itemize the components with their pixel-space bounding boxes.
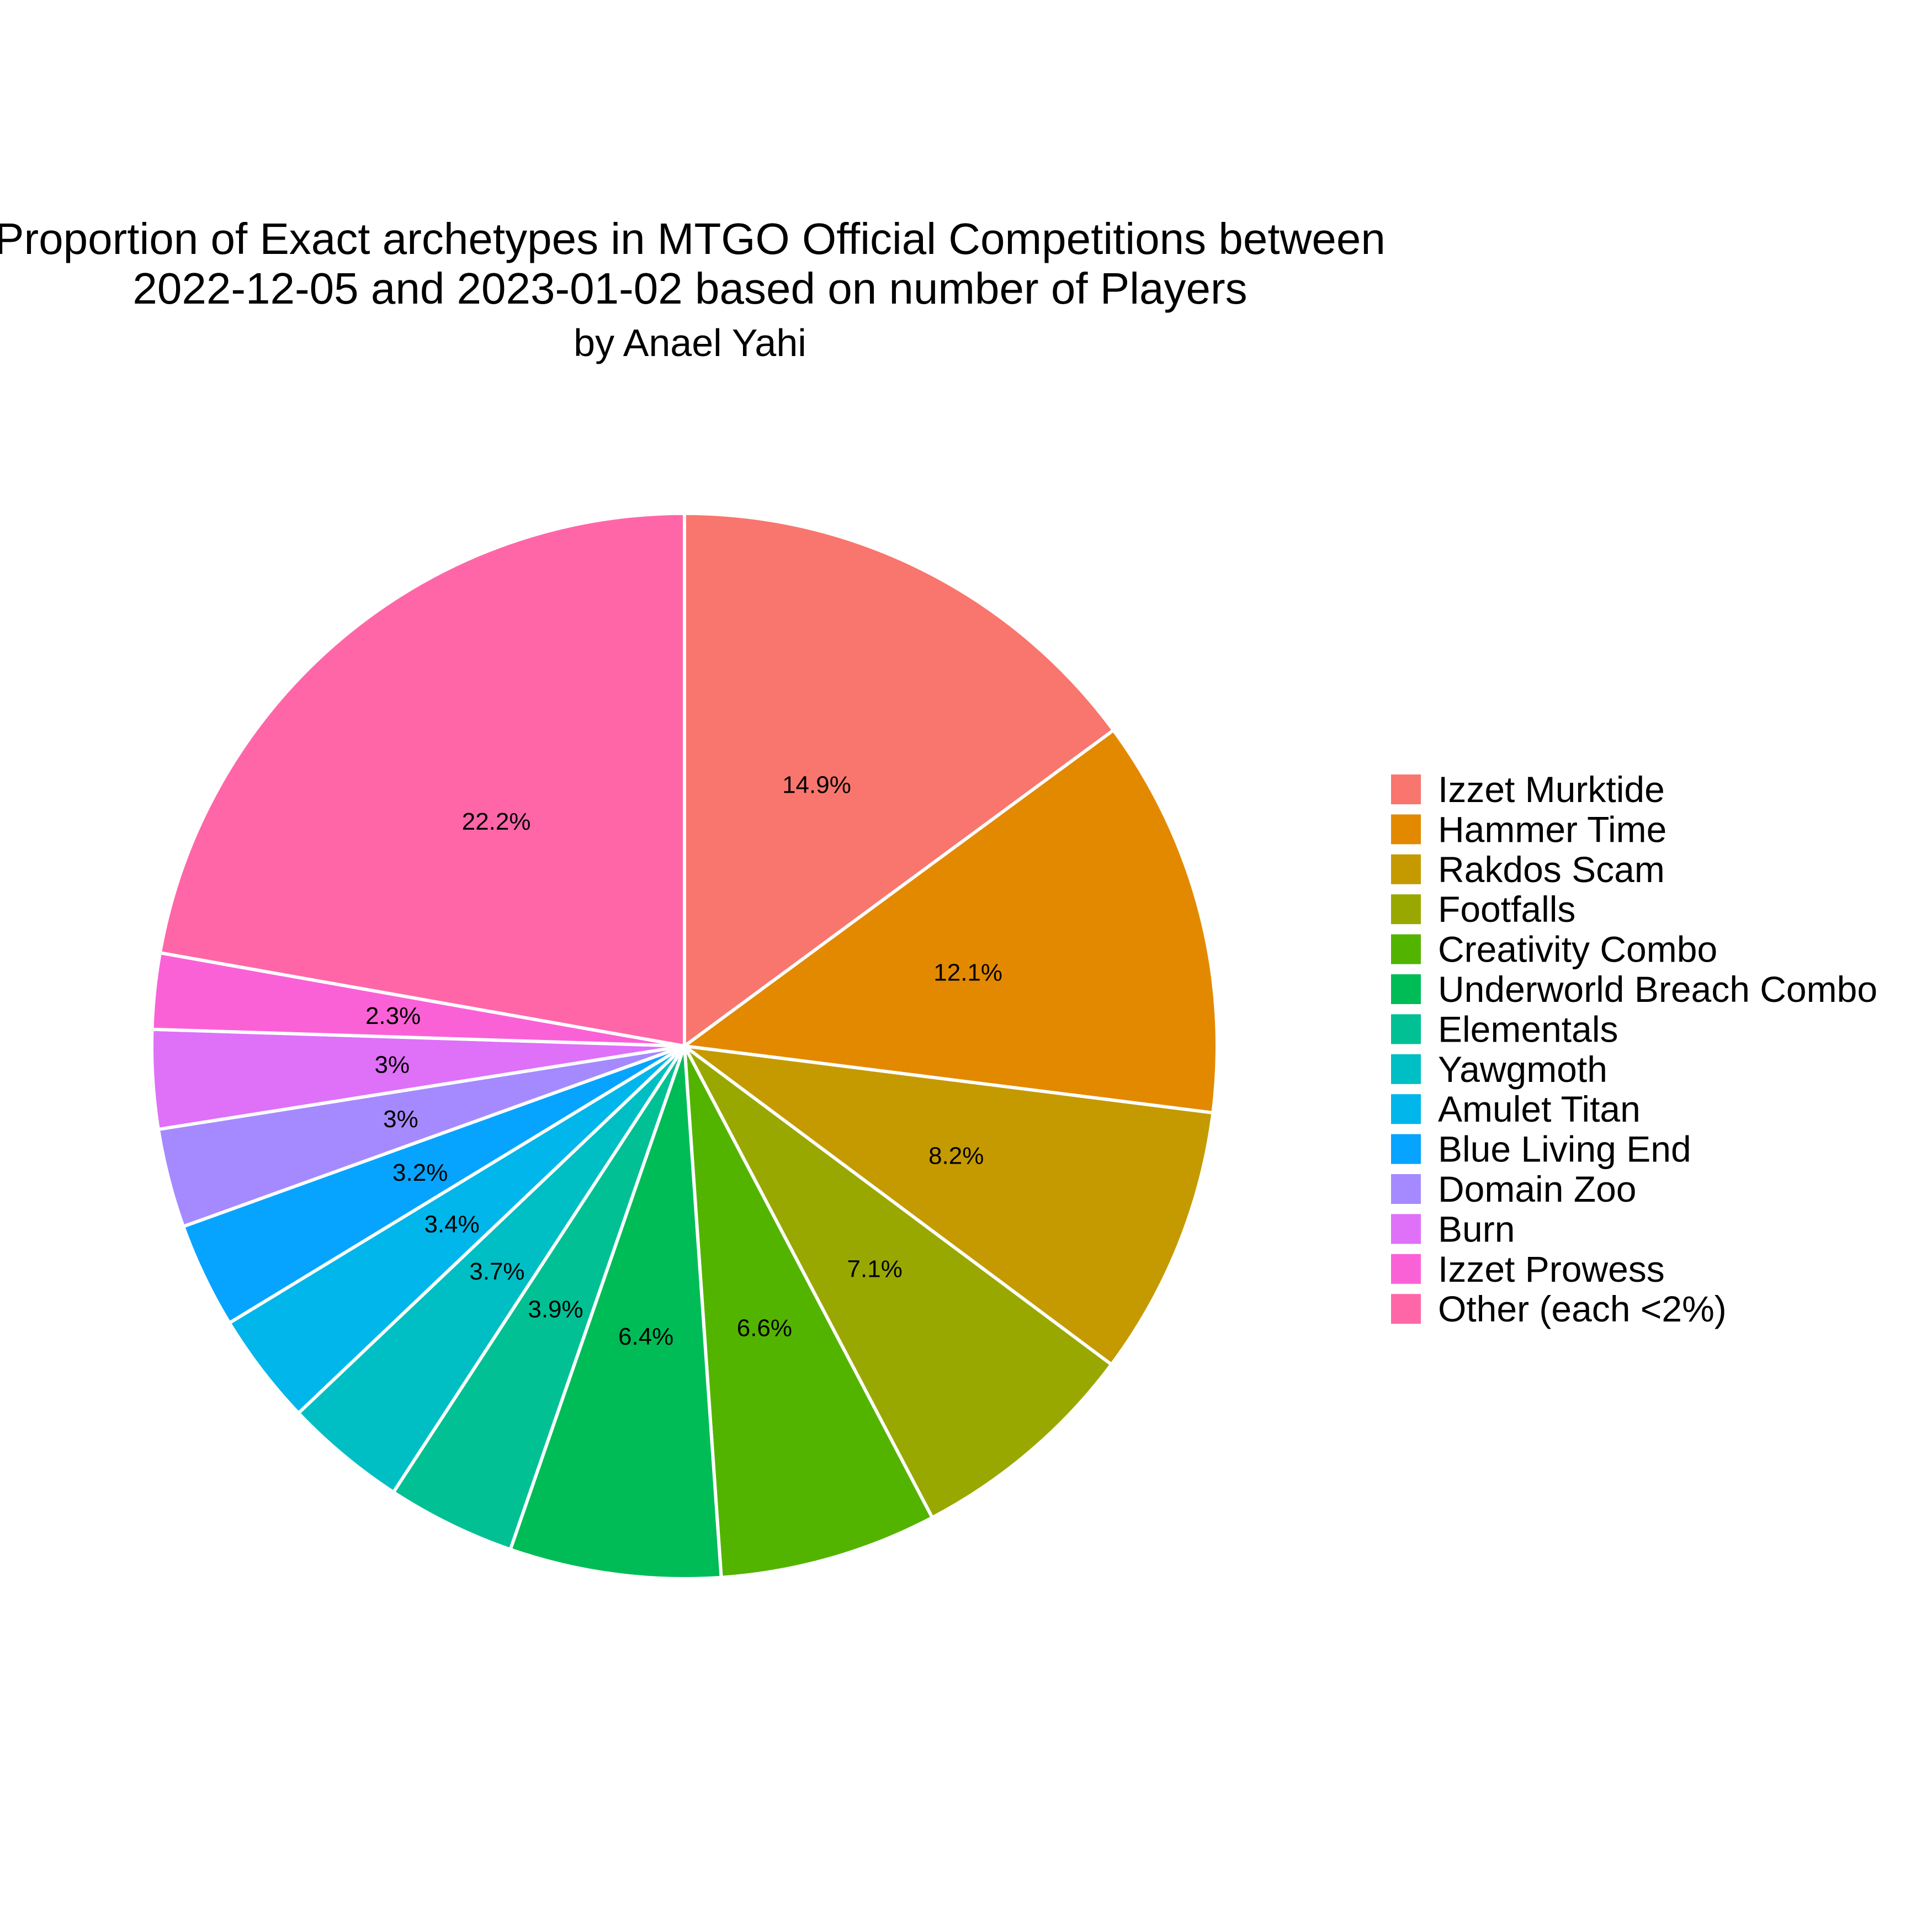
slice-label-domain-zoo: 3%: [383, 1106, 418, 1133]
slice-label-hammer-time: 12.1%: [933, 959, 1002, 986]
slice-label-underworld-breach-combo: 6.4%: [618, 1323, 673, 1350]
legend-swatch-burn: [1391, 1214, 1421, 1244]
legend-swatch-blue-living-end: [1391, 1134, 1421, 1164]
chart-title-line-2: 2022-12-05 and 2023-01-02 based on numbe…: [132, 264, 1247, 313]
legend-swatch-creativity-combo: [1391, 934, 1421, 964]
legend-swatch-hammer-time: [1391, 814, 1421, 845]
legend-swatch-rakdos-scam: [1391, 854, 1421, 884]
slice-label-blue-living-end: 3.2%: [392, 1159, 448, 1186]
pie-slice-other-each-2: [158, 511, 686, 1048]
pie-slice-labels: 14.9% 12.1% 8.2% 7.1% 6.6% 6.4% 3.9%3.7% 3.4% 3.…: [365, 771, 1002, 1350]
pie-slice-rakdos-scam: [678, 1043, 1215, 1367]
slice-label-other-each-2: 22.2%: [462, 808, 531, 835]
legend-label-hammer-time: Hammer Time: [1438, 809, 1666, 850]
legend-label-izzet-murktide: Izzet Murktide: [1438, 769, 1665, 810]
pie-slice-elementals: [391, 1045, 686, 1552]
legend-label-other-each-2: Other (each <2%): [1438, 1288, 1727, 1329]
legend-label-footfalls: Footfalls: [1438, 889, 1575, 930]
pie-slice-footfalls: [683, 1044, 1114, 1520]
slice-label-izzet-murktide: 14.9%: [782, 771, 851, 798]
legend-label-burn: Burn: [1438, 1208, 1515, 1249]
legend-swatch-yawgmoth: [1391, 1054, 1421, 1084]
legend-label-yawgmoth: Yawgmoth: [1438, 1049, 1607, 1090]
slice-label-elementals: 3.9%: [528, 1296, 583, 1323]
pie-slice-creativity-combo: [683, 1045, 935, 1579]
legend-swatch-elementals: [1391, 1014, 1421, 1044]
legend-label-elementals: Elementals: [1438, 1009, 1618, 1049]
legend-swatch-other-each-2: [1391, 1294, 1421, 1324]
legend-label-creativity-combo: Creativity Combo: [1438, 929, 1717, 970]
chart-title-line-1: Proportion of Exact archetypes in MTGO O…: [0, 214, 1386, 263]
chart-subtitle: by Anael Yahi: [574, 321, 806, 364]
legend-label-rakdos-scam: Rakdos Scam: [1438, 849, 1665, 890]
pie-slice-yawgmoth: [296, 1044, 686, 1495]
legend-swatch-footfalls: [1391, 894, 1421, 925]
legend-label-izzet-prowess: Izzet Prowess: [1438, 1249, 1665, 1289]
slice-label-amulet-titan: 3.4%: [424, 1211, 479, 1238]
slice-label-creativity-combo: 6.6%: [737, 1315, 792, 1342]
slice-label-yawgmoth: 3.7%: [469, 1258, 524, 1285]
slice-label-rakdos-scam: 8.2%: [928, 1142, 984, 1169]
legend-label-amulet-titan: Amulet Titan: [1438, 1089, 1641, 1129]
pie-slice-izzet-murktide: [683, 511, 1116, 1049]
pie-slice-hammer-time: [680, 728, 1219, 1115]
slice-label-burn: 3%: [375, 1051, 410, 1078]
slice-label-footfalls: 7.1%: [847, 1256, 903, 1283]
legend-label-underworld-breach-combo: Underworld Breach Combo: [1438, 969, 1877, 1010]
slice-label-izzet-prowess: 2.3%: [365, 1002, 421, 1029]
pie-slice-underworld-breach-combo: [508, 1045, 723, 1580]
legend-label-blue-living-end: Blue Living End: [1438, 1129, 1691, 1170]
legend-swatch-domain-zoo: [1391, 1174, 1421, 1204]
legend-label-domain-zoo: Domain Zoo: [1438, 1169, 1637, 1209]
legend-swatch-izzet-murktide: [1391, 774, 1421, 804]
legend-swatch-underworld-breach-combo: [1391, 974, 1421, 1004]
pie-slices: [150, 511, 1219, 1580]
legend-swatch-amulet-titan: [1391, 1094, 1421, 1124]
legend-swatch-izzet-prowess: [1391, 1254, 1421, 1284]
